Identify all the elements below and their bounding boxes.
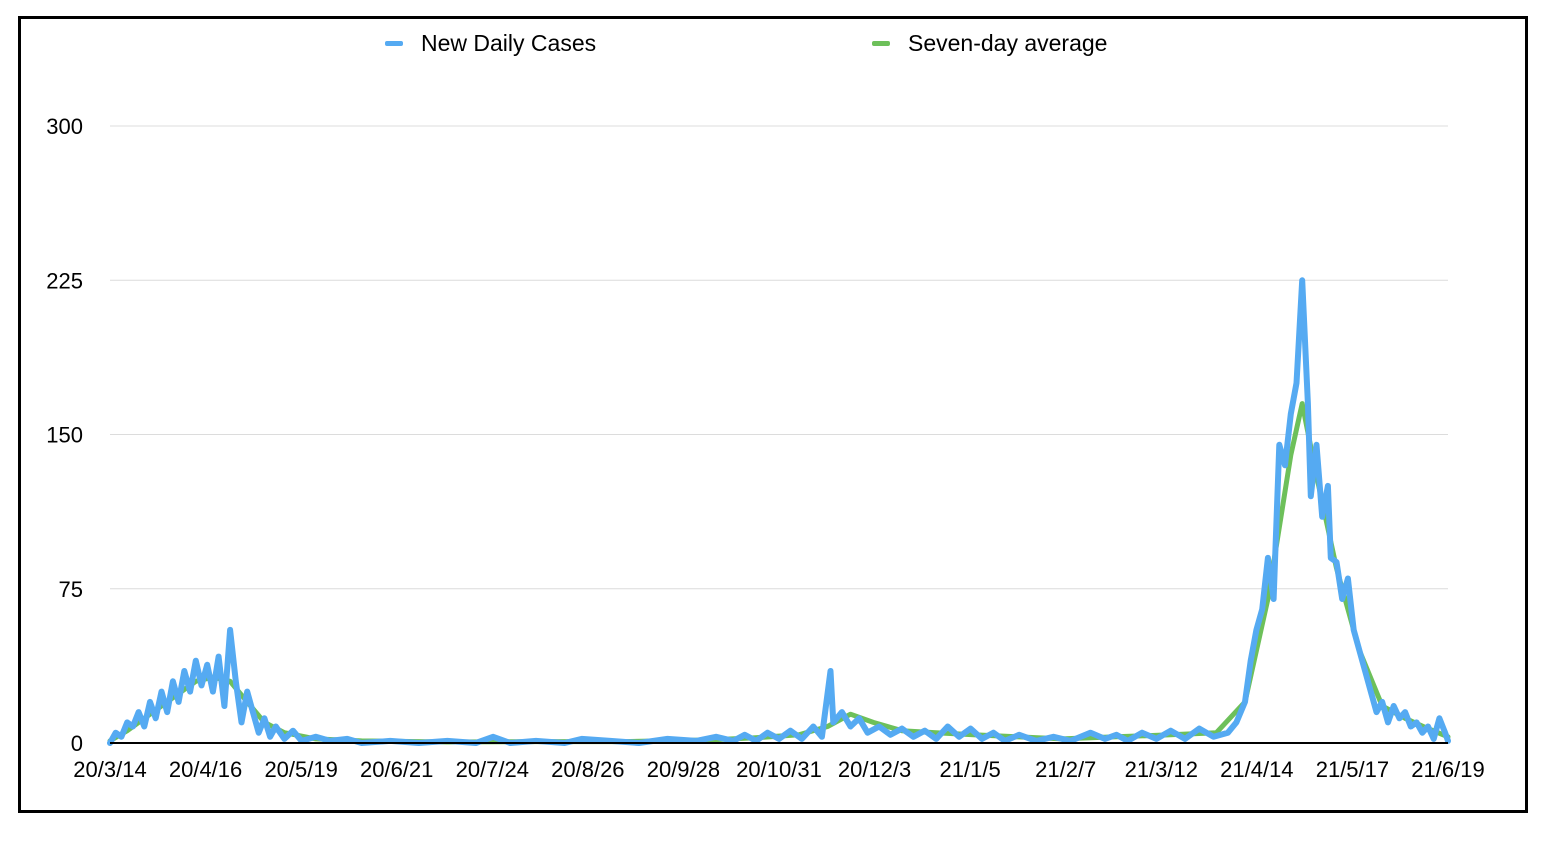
- series-lines: [107, 277, 1451, 746]
- x-tick-label: 20/9/28: [647, 757, 720, 782]
- series-line-new-daily-cases: [107, 277, 1451, 746]
- legend-swatch-new-daily-cases: [385, 41, 403, 46]
- x-tick-label: 20/7/24: [456, 757, 529, 782]
- x-tick-label: 21/3/12: [1125, 757, 1198, 782]
- y-tick-label: 300: [46, 114, 83, 139]
- legend-item-new-daily-cases: New Daily Cases: [385, 30, 596, 57]
- chart-frame: [18, 16, 1528, 813]
- x-tick-label: 21/4/14: [1220, 757, 1293, 782]
- legend-label-new-daily-cases: New Daily Cases: [421, 30, 597, 56]
- x-tick-label: 21/6/19: [1411, 757, 1484, 782]
- x-tick-label: 20/6/21: [360, 757, 433, 782]
- x-tick-label: 20/10/31: [736, 757, 822, 782]
- x-tick-label: 20/5/19: [264, 757, 337, 782]
- x-tick-label: 20/8/26: [551, 757, 624, 782]
- y-tick-label: 75: [59, 577, 83, 602]
- gridlines: [110, 125, 1448, 590]
- x-tick-label: 21/1/5: [940, 757, 1001, 782]
- y-tick-label: 225: [46, 268, 83, 293]
- x-tick-label: 21/5/17: [1316, 757, 1389, 782]
- legend-item-seven-day-average: Seven-day average: [872, 30, 1107, 57]
- y-axis-ticks: 0 75 150 225 300: [46, 114, 83, 756]
- y-tick-label: 0: [71, 731, 83, 756]
- x-tick-label: 20/4/16: [169, 757, 242, 782]
- x-tick-label: 21/2/7: [1035, 757, 1096, 782]
- chart-legend: New Daily Cases Seven-day average: [0, 30, 1560, 66]
- x-tick-label: 20/12/3: [838, 757, 911, 782]
- x-tick-label: 20/3/14: [73, 757, 146, 782]
- y-tick-label: 150: [46, 423, 83, 448]
- legend-swatch-seven-day-average: [872, 41, 890, 46]
- legend-label-seven-day-average: Seven-day average: [908, 30, 1108, 56]
- x-axis-ticks: 20/3/14 20/4/16 20/5/19 20/6/21 20/7/24 20/8/…: [73, 757, 1484, 782]
